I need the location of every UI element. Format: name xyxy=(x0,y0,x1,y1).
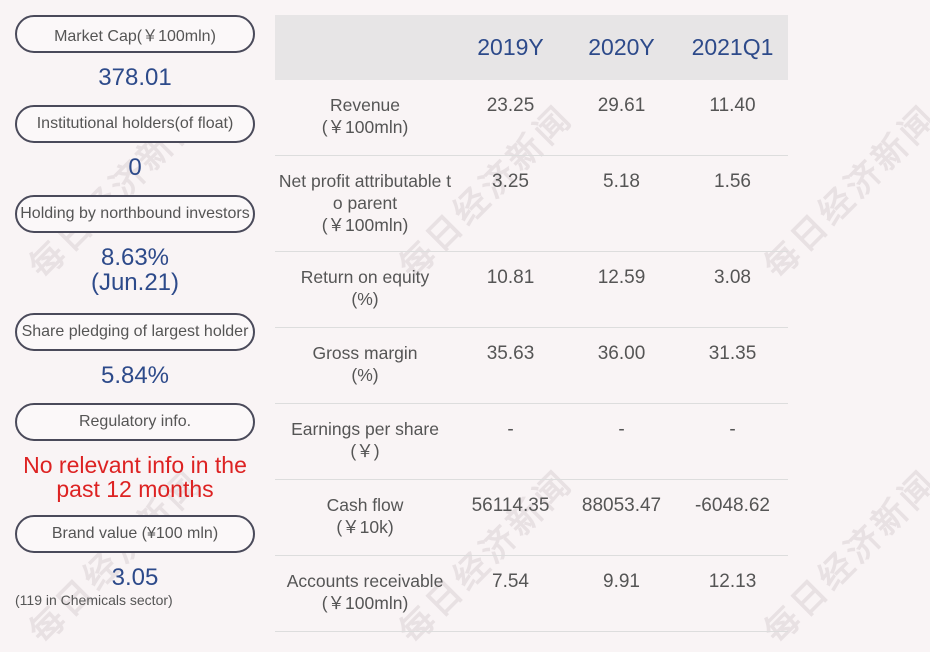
cell-value: 7.54 xyxy=(492,571,529,592)
row-label-line: Revenue xyxy=(329,95,401,115)
row-label-unit: (￥100mln) xyxy=(321,593,409,613)
cell-value: 12.59 xyxy=(597,267,646,288)
cell-value: 23.25 xyxy=(486,95,535,116)
cell-value: 12.13 xyxy=(708,571,757,592)
brand-value-label: Brand value (¥100 mln) xyxy=(15,515,255,553)
cell-value: 56114.35 xyxy=(471,495,550,516)
row-label: Return on equity (%) xyxy=(275,252,455,327)
row-label-line: Accounts receivable xyxy=(286,571,444,591)
market-cap-value: 378.01 xyxy=(98,64,172,91)
brand-value-value: 3.05 xyxy=(111,564,159,591)
cell-value: -6048.62 xyxy=(694,495,770,516)
cell-value: 36.00 xyxy=(597,343,646,364)
row-label-unit: (%) xyxy=(351,289,379,309)
row-label-line: Net profit attributable t xyxy=(278,171,452,191)
row-label-unit: (￥100mln) xyxy=(321,117,409,137)
cell-value: - xyxy=(618,419,625,440)
northbound-holding-value: 8.63% (Jun.21) xyxy=(15,245,255,299)
row-label-line: Earnings per share xyxy=(291,419,439,439)
row-label: Earnings per share (￥) xyxy=(275,404,455,479)
cell-value: 3.25 xyxy=(492,171,529,192)
row-label-unit: (￥10k) xyxy=(336,517,394,537)
cell-value: 3.08 xyxy=(714,267,751,288)
financial-table: 2019Y 2020Y 2021Q1 Revenue (￥100mln) 23.… xyxy=(275,15,788,632)
cell-value: - xyxy=(729,419,736,440)
cell-value: 5.18 xyxy=(603,171,640,192)
table-row-gross-margin: Gross margin (%) 35.63 36.00 31.35 xyxy=(275,328,788,404)
cell-value: 11.40 xyxy=(709,95,756,116)
row-label: Cash flow (￥10k) xyxy=(275,480,455,555)
northbound-holding-percent: 8.63% xyxy=(100,244,170,271)
column-header-2020: 2020Y xyxy=(588,34,655,60)
northbound-holding-label: Holding by northbound investors xyxy=(15,195,255,233)
row-label: Revenue (￥100mln) xyxy=(275,80,455,155)
regulatory-info-label: Regulatory info. xyxy=(15,403,255,441)
cell-value: 88053.47 xyxy=(581,495,662,516)
cell-value: 9.91 xyxy=(603,571,640,592)
cell-value: 1.56 xyxy=(714,171,751,192)
institutional-holders-label: Institutional holders(of float) xyxy=(15,105,255,143)
northbound-holding-date: (Jun.21) xyxy=(90,269,180,296)
share-pledging-label: Share pledging of largest holder xyxy=(15,313,255,351)
row-label-line: Cash flow xyxy=(326,495,404,515)
regulatory-info-line2: past 12 months xyxy=(56,476,214,502)
row-label-line: Gross margin xyxy=(312,343,418,363)
table-header: 2019Y 2020Y 2021Q1 xyxy=(275,15,788,80)
institutional-holders-value: 0 xyxy=(128,154,142,181)
table-row-net-profit: Net profit attributable t o parent (￥100… xyxy=(275,156,788,252)
cell-value: 31.35 xyxy=(708,343,757,364)
row-label-unit: (￥100mln) xyxy=(321,215,409,235)
column-header-2021q1: 2021Q1 xyxy=(691,34,774,60)
row-label-unit: (￥) xyxy=(350,441,380,461)
regulatory-info-value: No relevant info in the past 12 months xyxy=(15,453,255,507)
regulatory-info-line1: No relevant info in the xyxy=(23,452,247,478)
share-pledging-value: 5.84% xyxy=(100,362,170,389)
cell-value: 29.61 xyxy=(597,95,646,116)
cell-value: 10.81 xyxy=(486,267,535,288)
stock-summary-panel: Market Cap(￥100mln) 378.01 Institutional… xyxy=(15,15,255,608)
row-label: Gross margin (%) xyxy=(275,328,455,403)
row-label-line: o parent xyxy=(332,193,398,213)
row-label-line: Return on equity xyxy=(300,267,430,287)
row-label-unit: (%) xyxy=(351,365,379,385)
column-header-2019: 2019Y xyxy=(477,34,544,60)
table-row-eps: Earnings per share (￥) - - - xyxy=(275,404,788,480)
cell-value: 35.63 xyxy=(486,343,535,364)
brand-value-note: (119 in Chemicals sector) xyxy=(15,592,173,608)
table-row-cash-flow: Cash flow (￥10k) 56114.35 88053.47 -6048… xyxy=(275,480,788,556)
row-label: Accounts receivable (￥100mln) xyxy=(275,556,455,631)
cell-value: - xyxy=(507,419,514,440)
market-cap-label: Market Cap(￥100mln) xyxy=(15,15,255,53)
table-row-accounts-receivable: Accounts receivable (￥100mln) 7.54 9.91 … xyxy=(275,556,788,632)
row-label: Net profit attributable t o parent (￥100… xyxy=(275,156,455,251)
table-row-roe: Return on equity (%) 10.81 12.59 3.08 xyxy=(275,252,788,328)
table-row-revenue: Revenue (￥100mln) 23.25 29.61 11.40 xyxy=(275,80,788,156)
